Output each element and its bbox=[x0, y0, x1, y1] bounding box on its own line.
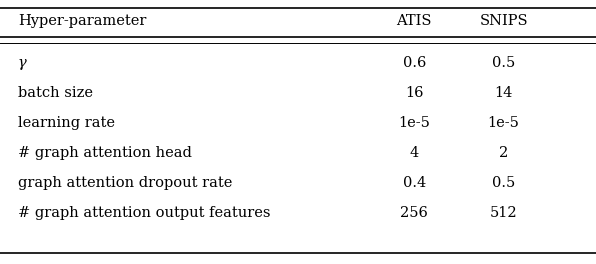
Text: γ: γ bbox=[18, 56, 27, 70]
Text: learning rate: learning rate bbox=[18, 116, 115, 130]
Text: 512: 512 bbox=[490, 206, 517, 220]
Text: ATIS: ATIS bbox=[396, 14, 432, 28]
Text: SNIPS: SNIPS bbox=[479, 14, 528, 28]
Text: 0.4: 0.4 bbox=[402, 176, 426, 190]
Text: 1e-5: 1e-5 bbox=[398, 116, 430, 130]
Text: 14: 14 bbox=[495, 86, 513, 100]
Text: batch size: batch size bbox=[18, 86, 93, 100]
Text: 1e-5: 1e-5 bbox=[488, 116, 520, 130]
Text: 2: 2 bbox=[499, 146, 508, 160]
Text: 16: 16 bbox=[405, 86, 424, 100]
Text: 0.6: 0.6 bbox=[402, 56, 426, 70]
Text: Hyper-parameter: Hyper-parameter bbox=[18, 14, 146, 28]
Text: # graph attention output features: # graph attention output features bbox=[18, 206, 271, 220]
Text: graph attention dropout rate: graph attention dropout rate bbox=[18, 176, 232, 190]
Text: 0.5: 0.5 bbox=[492, 56, 516, 70]
Text: 4: 4 bbox=[409, 146, 419, 160]
Text: # graph attention head: # graph attention head bbox=[18, 146, 192, 160]
Text: 0.5: 0.5 bbox=[492, 176, 516, 190]
Text: 256: 256 bbox=[401, 206, 428, 220]
